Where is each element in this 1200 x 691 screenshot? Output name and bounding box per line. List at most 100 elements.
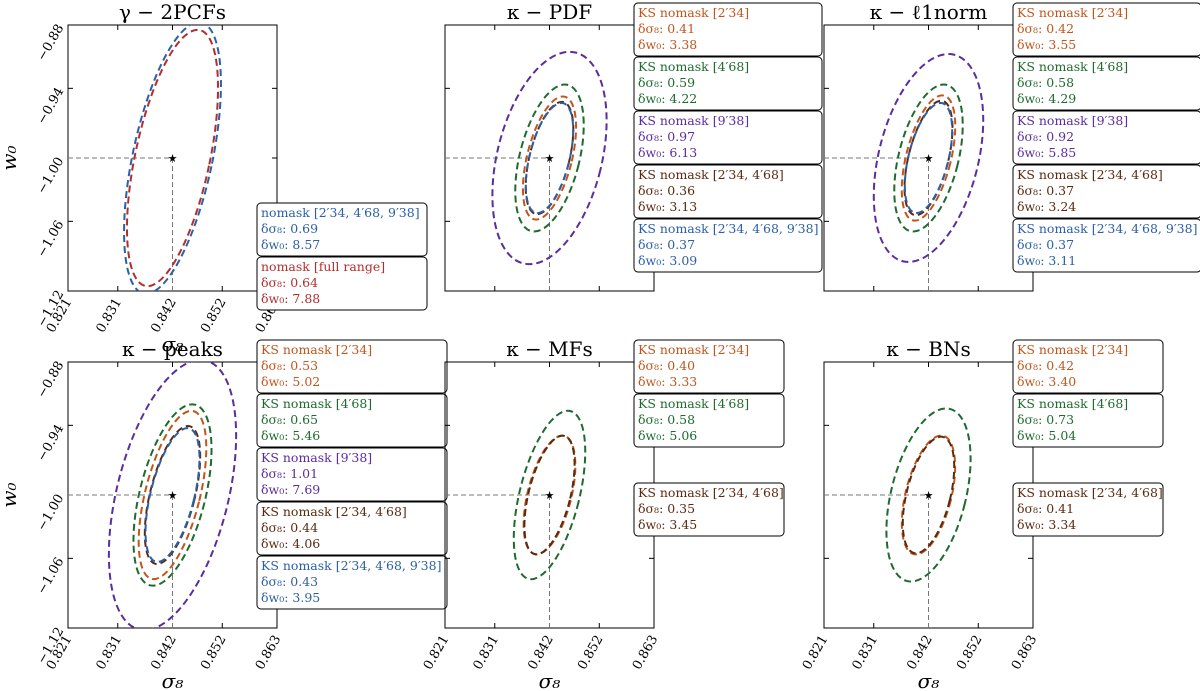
stat-box-frame	[1012, 339, 1164, 394]
stat-box-frame	[633, 393, 785, 448]
y-tick-label: −1.06	[34, 218, 67, 260]
x-tick-label: 0.863	[1009, 633, 1041, 673]
fiducial-star-icon: ★	[924, 152, 934, 165]
stat-box-frame	[256, 555, 448, 610]
contour-ellipse	[903, 101, 954, 215]
contour-ellipse	[872, 53, 985, 263]
contour-ellipse	[123, 25, 222, 291]
stat-box-frame	[633, 164, 823, 219]
panel-5: ★ κ − MFs 0.821 0.831 0.842 0.852 0.863 σ₈ KS no…	[421, 337, 785, 691]
stat-box-title: KS nomask [2′34, 4′68]	[638, 485, 784, 500]
fiducial-star-icon: ★	[545, 152, 555, 165]
contour-ellipse	[132, 403, 213, 587]
x-tick-label: 0.863	[630, 633, 662, 673]
y-tick-label: −1.06	[34, 555, 67, 597]
panel-title: γ − 2PCFs	[119, 0, 226, 24]
stat-box-title: KS nomask [2′34]	[1017, 5, 1128, 20]
x-tick-label: 0.852	[198, 296, 230, 336]
x-tick-label: 0.831	[94, 296, 126, 336]
stat-box-frame	[633, 2, 823, 57]
x-tick-label: 0.821	[800, 633, 832, 673]
stat-box-title: KS nomask [2′34]	[261, 342, 372, 357]
stat-box-frame	[256, 447, 448, 502]
stat-box-title: KS nomask [2′34, 4′68, 9′38]	[261, 558, 441, 573]
stat-box-title: nomask [2′34, 4′68, 9′38]	[261, 205, 420, 220]
stat-box-w0: δw₀: 3.34	[1017, 517, 1076, 532]
stat-box-title: KS nomask [4′68]	[261, 396, 372, 411]
y-tick-label: −0.88	[34, 22, 67, 64]
stat-box-title: KS nomask [2′34, 4′68]	[1017, 167, 1163, 182]
stat-box-frame	[1012, 2, 1200, 57]
stat-box-sigma8: δσ₈: 0.42	[1017, 21, 1074, 36]
x-tick-label: 0.842	[904, 633, 936, 673]
x-tick-label: 0.821	[421, 633, 453, 673]
stat-box-sigma8: δσ₈: 0.53	[261, 358, 318, 373]
contour-ellipse	[521, 95, 578, 221]
stat-box-title: KS nomask [4′68]	[638, 59, 749, 74]
x-axis-label: σ₈	[162, 332, 184, 356]
contour-ellipse	[893, 83, 964, 233]
stat-box-title: KS nomask [9′38]	[638, 113, 749, 128]
stat-box-frame	[1012, 218, 1200, 273]
x-axis-label: σ₈	[918, 669, 940, 691]
panel-6: ★ κ − BNs 0.821 0.831 0.842 0.852 0.863 σ₈ KS no…	[800, 337, 1164, 691]
panel-title: κ − ℓ1norm	[870, 0, 988, 24]
x-tick-label: 0.852	[575, 633, 607, 673]
stat-box-w0: δw₀: 3.95	[261, 590, 320, 605]
x-tick-label: 0.831	[850, 633, 882, 673]
panel-title: κ − BNs	[886, 337, 970, 361]
y-axis-label: w₀	[0, 145, 21, 170]
stat-box-w0: δw₀: 3.45	[638, 517, 697, 532]
contour-ellipse	[512, 409, 587, 581]
stat-box-sigma8: δσ₈: 0.58	[1017, 75, 1074, 90]
stat-box-frame	[256, 501, 448, 556]
contour-ellipse	[144, 427, 201, 563]
stat-box: KS nomask [2′34, 4′68, 9′38]δσ₈: 0.37δw₀…	[633, 218, 823, 273]
panel-title: κ − peaks	[122, 337, 223, 361]
stat-box-title: KS nomask [2′34, 4′68, 9′38]	[1017, 221, 1197, 236]
x-tick-label: 0.842	[148, 296, 180, 336]
stat-box-frame	[256, 339, 448, 394]
stat-box-w0: δw₀: 5.06	[638, 428, 697, 443]
panel-3: ★ κ − ℓ1norm KS nomask [2′34]δσ₈: 0.42δw₀:…	[823, 0, 1200, 292]
contour-ellipse	[885, 407, 972, 583]
stat-box-sigma8: δσ₈: 1.01	[261, 466, 318, 481]
stat-box-sigma8: δσ₈: 0.69	[261, 221, 318, 236]
stat-box-frame	[1012, 110, 1200, 165]
stat-box-w0: δw₀: 6.13	[638, 145, 697, 160]
fiducial-star-icon: ★	[545, 489, 555, 502]
y-tick-label: −0.94	[34, 85, 67, 127]
stat-box-frame	[633, 482, 785, 537]
y-tick-label: −0.88	[34, 359, 67, 401]
stat-box-title: KS nomask [2′34, 4′68]	[1017, 485, 1163, 500]
stat-box-w0: δw₀: 3.38	[638, 37, 697, 52]
stat-box-title: KS nomask [2′34, 4′68]	[261, 504, 407, 519]
stat-box-title: KS nomask [4′68]	[1017, 396, 1128, 411]
stat-box-sigma8: δσ₈: 0.40	[638, 358, 695, 373]
stat-box-frame	[633, 56, 823, 111]
stat-box-frame	[256, 202, 428, 257]
stat-box-w0: δw₀: 3.09	[638, 253, 697, 268]
stat-box-sigma8: δσ₈: 0.41	[638, 21, 695, 36]
stat-box-frame	[633, 339, 785, 394]
x-axis-label: σ₈	[539, 669, 561, 691]
stat-box-w0: δw₀: 3.33	[638, 374, 697, 389]
stat-box-sigma8: δσ₈: 0.41	[1017, 501, 1074, 516]
stat-box-frame	[633, 110, 823, 165]
stat-box-w0: δw₀: 3.55	[1017, 37, 1076, 52]
stat-box-sigma8: δσ₈: 0.35	[638, 501, 695, 516]
stat-box-w0: δw₀: 4.06	[261, 536, 320, 551]
